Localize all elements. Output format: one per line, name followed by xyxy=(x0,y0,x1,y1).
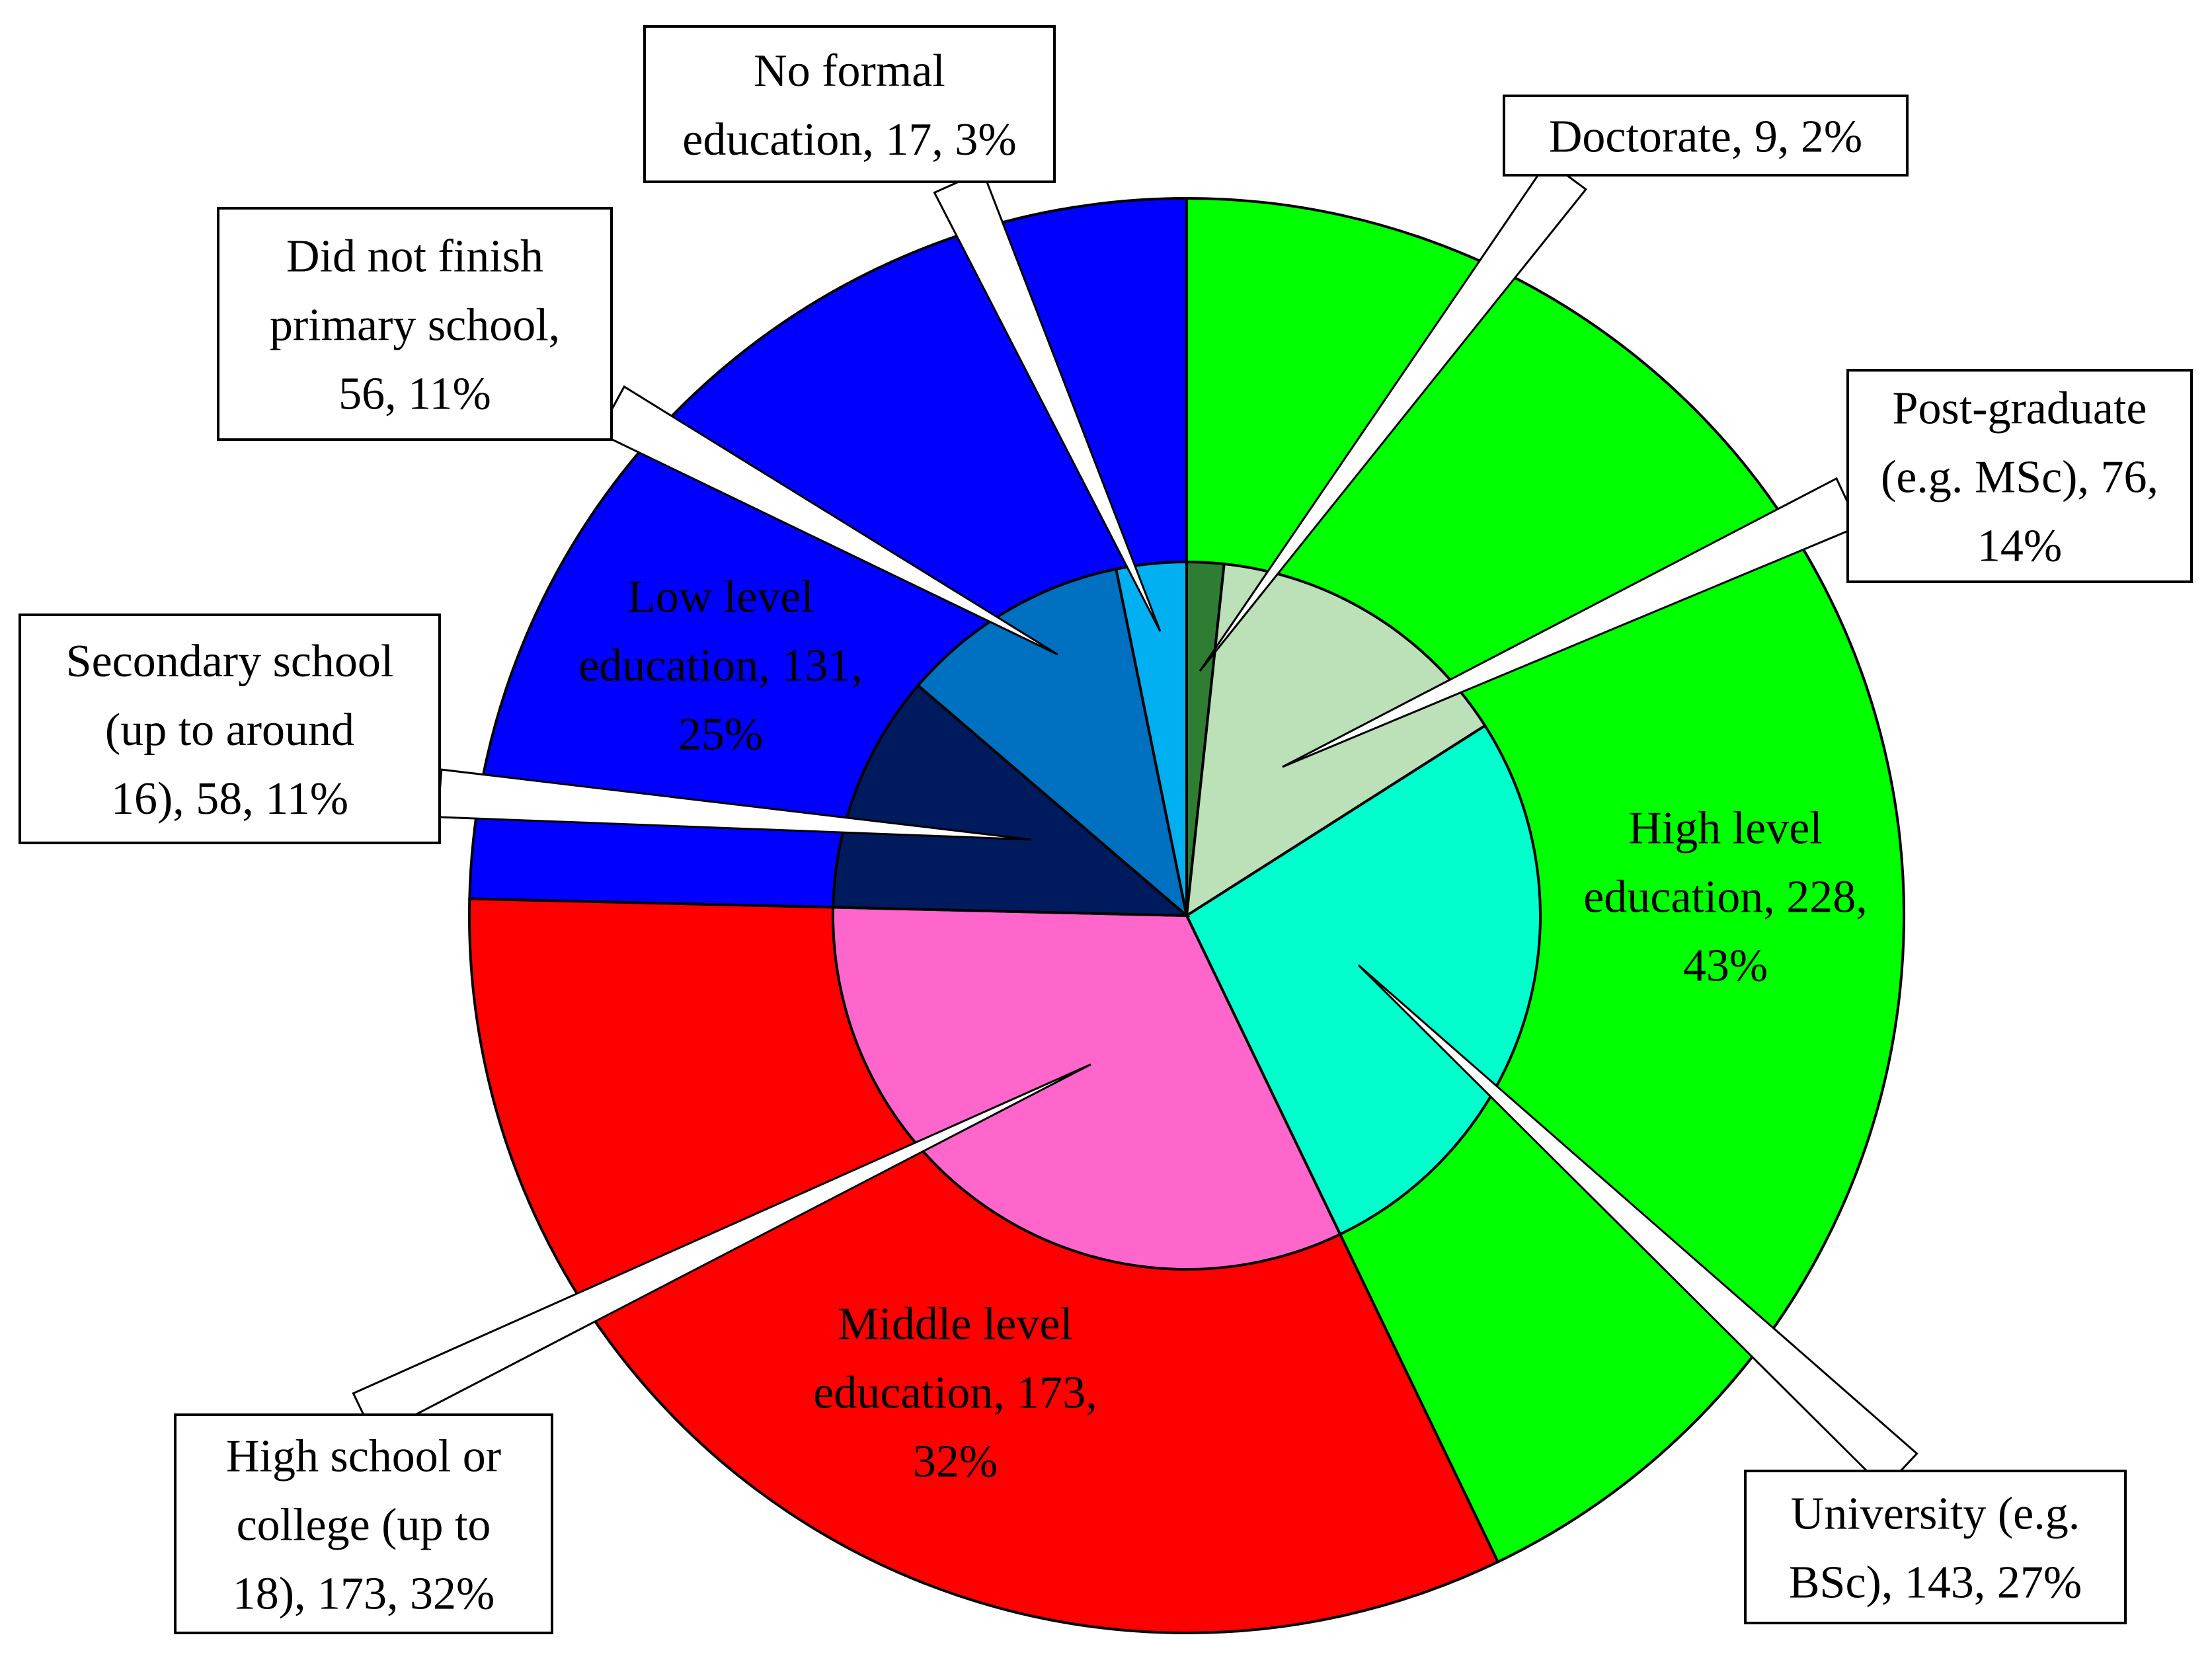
callout-label-line-2: college (up to xyxy=(237,1500,491,1551)
outer-label-line-3: 43% xyxy=(1683,941,1768,992)
callout-high-school-or-college-up-to-18: High school or college (up to 18), 173, 32… xyxy=(174,1063,1091,1634)
outer-label-low-level-education: Low level education, 131, 25% xyxy=(578,572,863,760)
callout-label-line-3: 16), 58, 11% xyxy=(111,773,348,824)
outer-label-line-2: education, 228, xyxy=(1583,872,1868,923)
callouts: Doctorate, 9, 2% Post-graduate (e.g. MSc),… xyxy=(19,25,2193,1634)
outer-label-line-1: High level xyxy=(1628,803,1823,854)
callout-label-line-3: 18), 173, 32% xyxy=(233,1569,495,1620)
outer-label-middle-level-education: Middle level education, 173, 32% xyxy=(813,1299,1097,1487)
callout-label-line-2: (e.g. MSc), 76, xyxy=(1881,452,2158,503)
callout-box xyxy=(217,207,613,441)
inner-slice-secondary-school-up-to-around-16 xyxy=(832,684,1191,918)
callout-secondary-school-up-to-around-16: Secondary school (up to around 16), 58, 11… xyxy=(19,614,1032,844)
callout-label-line-3: 14% xyxy=(1977,521,2062,572)
inner-slice-no-formal-education xyxy=(1114,560,1188,916)
callout-label-line-1: Did not finish xyxy=(286,231,543,282)
callout-label-line-2: BSc), 143, 27% xyxy=(1789,1558,2082,1608)
outer-labels: High level education, 228, 43% Middle level… xyxy=(578,572,1868,1487)
callout-label-line-2: primary school, xyxy=(270,300,560,351)
callout-did-not-finish-primary-school: Did not finish primary school, 56, 11% xyxy=(217,207,1058,656)
outer-label-line-1: Low level xyxy=(627,572,814,623)
outer-label-line-1: Middle level xyxy=(838,1299,1073,1350)
callout-box xyxy=(1744,1470,2127,1624)
inner-slice-university-e-g-bsc xyxy=(1185,723,1542,1236)
callout-label-line-3: 56, 11% xyxy=(338,369,491,420)
callout-label-line-1: Doctorate, 9, 2% xyxy=(1549,112,1862,163)
callout-box xyxy=(643,25,1056,183)
callout-box xyxy=(19,614,441,844)
outer-label-line-3: 32% xyxy=(913,1437,998,1487)
inner-pie xyxy=(832,560,1542,1271)
callout-university-e-g-bsc: University (e.g. BSc), 143, 27% xyxy=(1357,964,2127,1624)
callout-label-line-2: (up to around xyxy=(105,705,354,756)
outer-label-line-3: 25% xyxy=(678,709,763,760)
callout-post-graduate-e-g-msc: Post-graduate (e.g. MSc), 76, 14% xyxy=(1282,369,2193,768)
callout-box xyxy=(174,1413,553,1634)
outer-label-line-2: education, 131, xyxy=(578,641,863,692)
callout-label-line-1: No formal xyxy=(754,46,945,97)
callout-box xyxy=(1503,95,1909,177)
callout-label-line-1: University (e.g. xyxy=(1791,1489,2080,1540)
callout-label-line-2: education, 17, 3% xyxy=(682,114,1016,165)
callout-box xyxy=(1846,369,2193,583)
callout-label-line-1: Post-graduate xyxy=(1893,383,2147,434)
callout-label-line-1: High school or xyxy=(226,1431,501,1482)
outer-label-high-level-education: High level education, 228, 43% xyxy=(1583,803,1868,992)
inner-slice-high-school-or-college-up-to-18 xyxy=(832,906,1342,1271)
inner-slice-did-not-finish-primary-school xyxy=(916,567,1189,920)
outer-label-line-2: education, 173, xyxy=(813,1368,1097,1419)
callout-doctorate: Doctorate, 9, 2% xyxy=(1199,95,1909,672)
callout-label-line-1: Secondary school xyxy=(66,636,394,687)
callout-no-formal-education: No formal education, 17, 3% xyxy=(643,25,1162,632)
